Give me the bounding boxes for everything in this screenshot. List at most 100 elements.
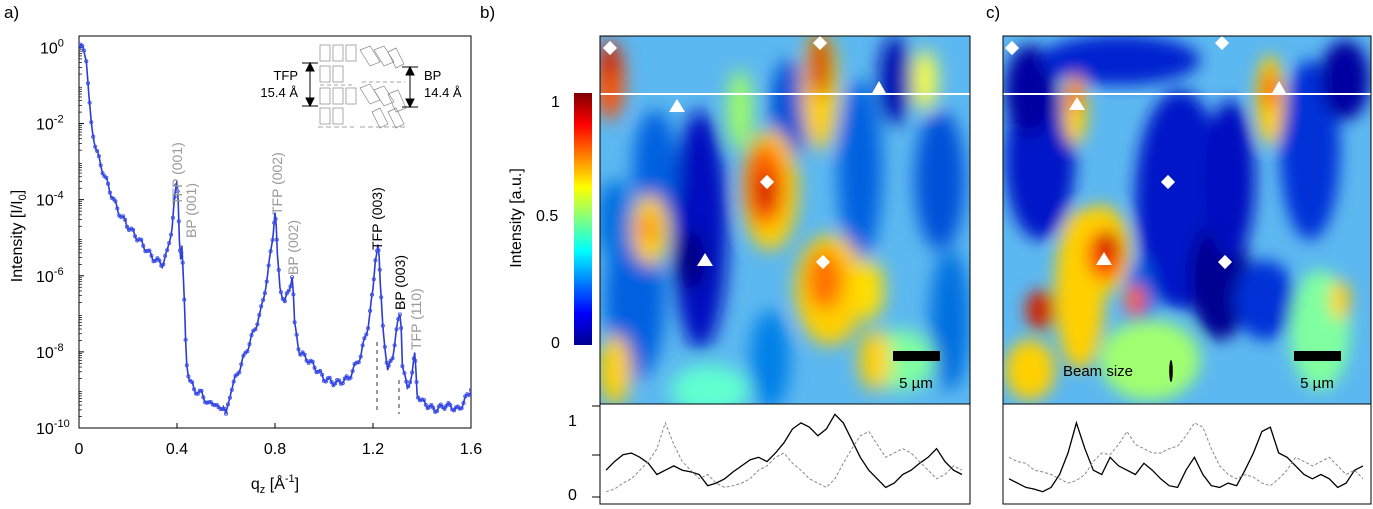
data-point bbox=[362, 336, 367, 341]
y-axis-label: Intensity [I/I0] bbox=[9, 190, 29, 282]
data-point bbox=[270, 237, 275, 242]
data-point bbox=[153, 258, 158, 263]
data-point bbox=[280, 296, 285, 301]
data-point bbox=[151, 259, 156, 264]
dimension-arrows bbox=[302, 61, 418, 109]
data-point bbox=[204, 400, 209, 405]
data-point bbox=[366, 326, 371, 331]
data-point bbox=[227, 395, 232, 400]
y-tick-label: 10-2 bbox=[36, 114, 64, 134]
x-axis: 0 0.4 0.8 1.2 1.6 bbox=[75, 423, 482, 458]
data-point bbox=[329, 379, 334, 384]
data-point bbox=[379, 295, 384, 300]
data-point bbox=[155, 256, 160, 261]
data-point bbox=[369, 292, 374, 297]
data-point bbox=[310, 359, 315, 364]
data-point bbox=[245, 349, 250, 354]
data-point bbox=[100, 171, 105, 176]
data-point bbox=[262, 291, 267, 296]
data-point bbox=[414, 379, 419, 384]
data-point bbox=[448, 402, 453, 407]
peak-label: BP (001) bbox=[183, 183, 199, 238]
data-point bbox=[212, 403, 217, 408]
colorbar-tick-half: 0.5 bbox=[536, 208, 558, 225]
data-point bbox=[333, 381, 338, 386]
data-point bbox=[272, 220, 277, 225]
data-point bbox=[282, 299, 287, 304]
data-point bbox=[459, 406, 464, 411]
data-point bbox=[104, 175, 109, 180]
inset-tfp-name: TFP bbox=[273, 68, 298, 83]
data-point bbox=[444, 403, 449, 408]
y-axis: 100 10-2 10-4 10-6 10-8 10-10 bbox=[36, 37, 84, 438]
data-point bbox=[382, 344, 387, 349]
colorbar-tick-0: 0 bbox=[551, 335, 560, 352]
colorbar-label: Intensity [a.u.] bbox=[508, 168, 525, 268]
data-point bbox=[388, 358, 393, 363]
data-point bbox=[404, 379, 409, 384]
data-point bbox=[417, 398, 422, 403]
data-point bbox=[416, 395, 421, 400]
data-point bbox=[183, 337, 188, 342]
colorbar bbox=[574, 93, 592, 345]
profile-solid-line bbox=[1008, 420, 1364, 493]
data-point bbox=[190, 380, 195, 385]
data-point bbox=[384, 360, 389, 365]
data-point bbox=[400, 364, 405, 369]
peak-label: TFP (003) bbox=[369, 187, 385, 250]
x-tick-label: 0.8 bbox=[264, 441, 286, 458]
data-point bbox=[316, 369, 321, 374]
data-point bbox=[396, 316, 401, 321]
data-point bbox=[438, 402, 443, 407]
data-point bbox=[298, 352, 303, 357]
data-point bbox=[259, 304, 264, 309]
xrr-markers bbox=[79, 42, 471, 416]
data-point bbox=[163, 253, 168, 258]
data-point bbox=[368, 308, 373, 313]
data-point bbox=[264, 279, 269, 284]
data-point bbox=[96, 154, 101, 159]
data-point bbox=[360, 343, 365, 348]
data-point bbox=[394, 327, 399, 332]
data-point bbox=[461, 400, 466, 405]
data-point bbox=[180, 260, 185, 265]
data-point bbox=[147, 248, 152, 253]
data-point bbox=[399, 325, 404, 330]
data-point bbox=[371, 277, 376, 282]
data-point bbox=[373, 258, 378, 263]
x-tick-label: 0 bbox=[75, 441, 84, 458]
x-tick-label: 1.2 bbox=[362, 441, 384, 458]
data-point bbox=[397, 312, 402, 317]
data-point bbox=[457, 406, 462, 411]
y-tick-label: 10-8 bbox=[36, 342, 64, 362]
peak-label: BP (002) bbox=[285, 220, 301, 275]
data-point bbox=[261, 297, 266, 302]
beam-size-label: Beam size bbox=[1063, 363, 1133, 380]
data-point bbox=[222, 406, 227, 411]
data-point bbox=[465, 392, 470, 397]
data-point bbox=[469, 387, 471, 392]
data-point bbox=[318, 368, 323, 373]
data-point bbox=[294, 332, 299, 337]
scale-bar bbox=[1294, 351, 1341, 361]
data-point bbox=[402, 371, 407, 376]
data-point bbox=[312, 365, 317, 370]
x-axis-label: qz [Å-1] bbox=[251, 473, 299, 496]
data-point bbox=[208, 399, 213, 404]
data-point bbox=[165, 248, 170, 253]
data-point bbox=[229, 387, 234, 392]
data-point bbox=[174, 183, 179, 188]
data-point bbox=[291, 292, 296, 297]
data-point bbox=[335, 377, 340, 382]
data-point bbox=[218, 406, 223, 411]
data-point bbox=[433, 409, 438, 414]
data-point bbox=[206, 400, 211, 405]
profile-b-frame bbox=[599, 403, 971, 505]
peak-label: TFP (002) bbox=[269, 152, 285, 215]
heatmap-b: 5 µm bbox=[600, 36, 970, 404]
data-point bbox=[193, 391, 198, 396]
inset-tfp-value: 15.4 Å bbox=[260, 85, 298, 100]
profile-c-frame bbox=[1002, 403, 1372, 505]
data-point bbox=[197, 388, 202, 393]
data-point bbox=[314, 370, 319, 375]
